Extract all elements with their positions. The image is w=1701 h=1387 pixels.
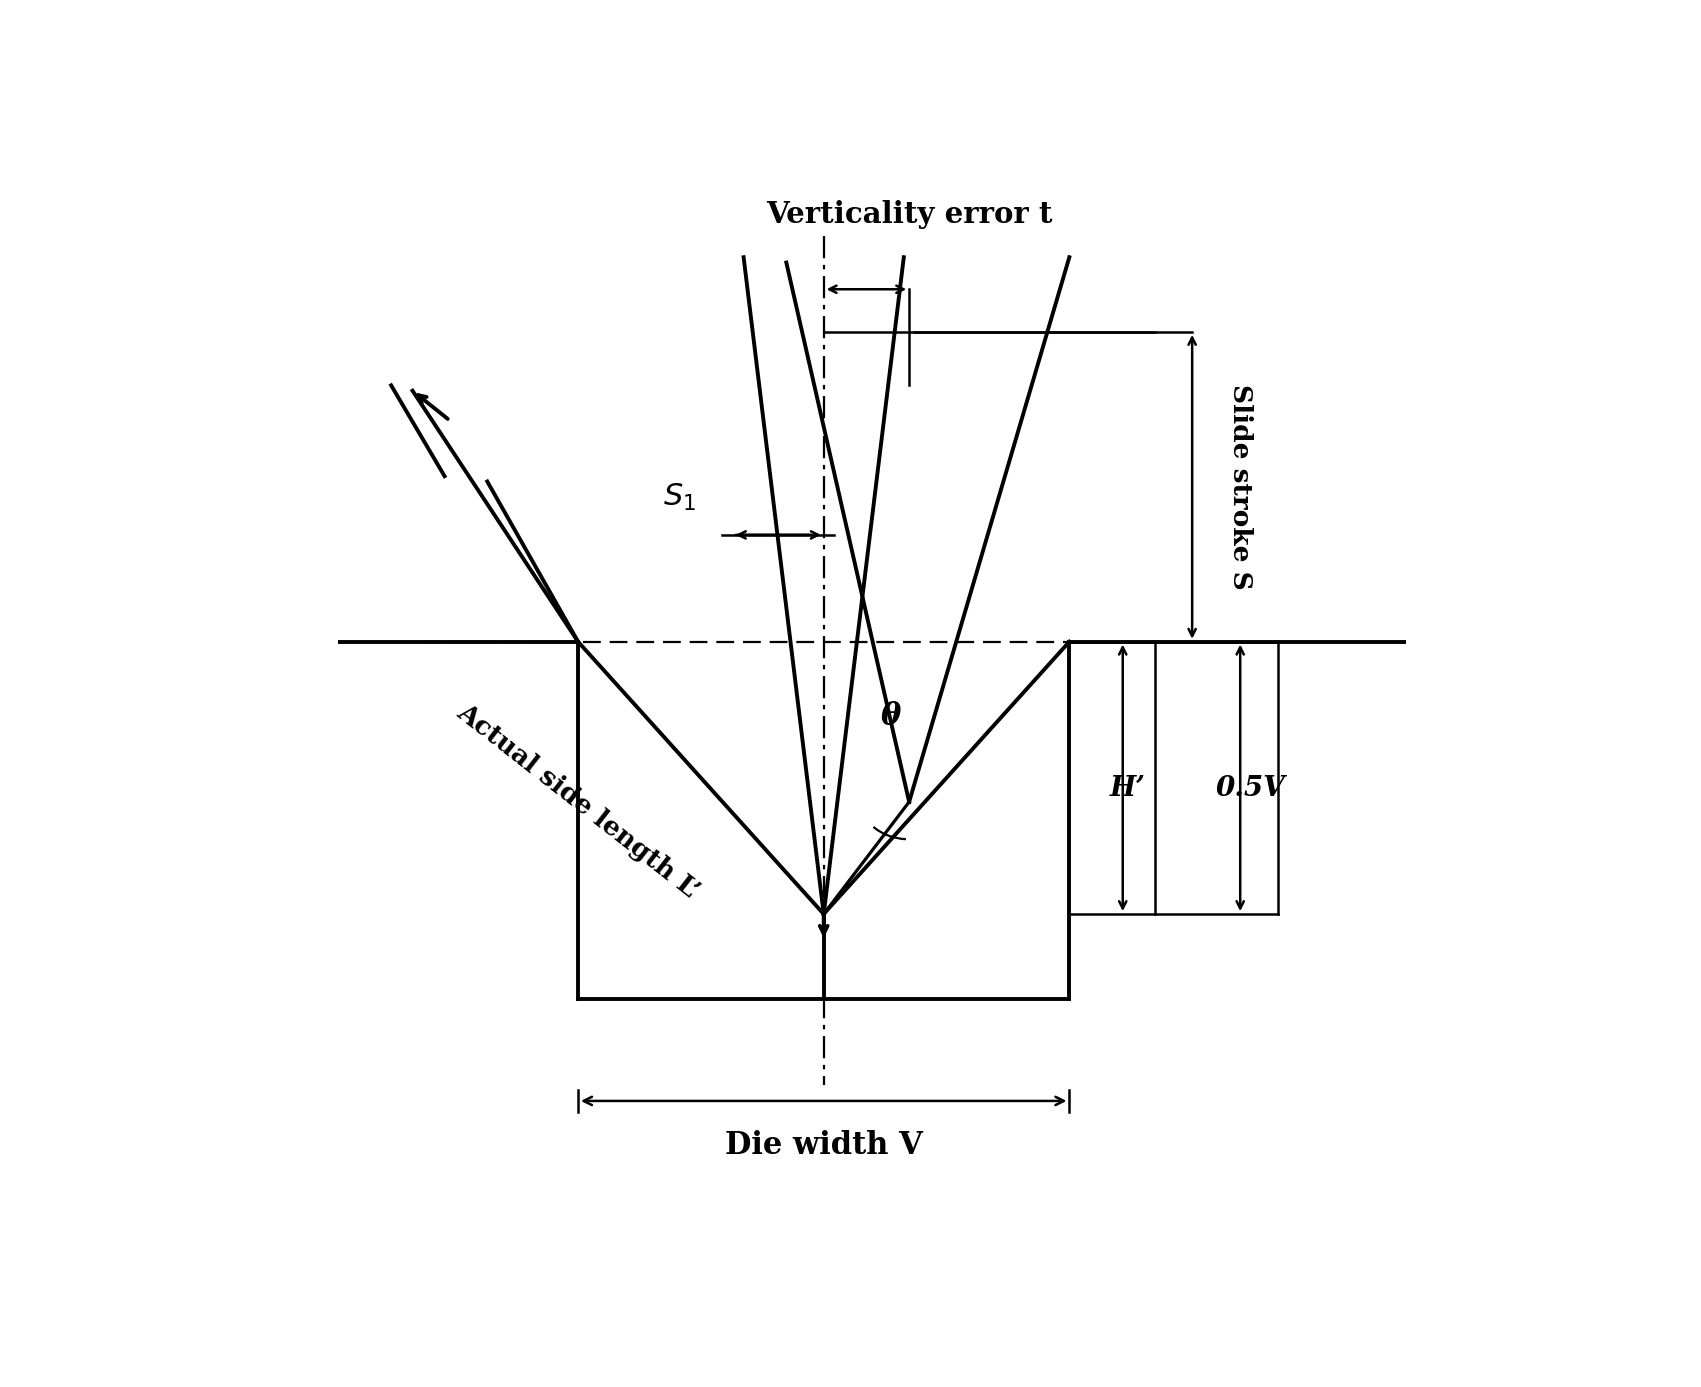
Text: Actual side length L’: Actual side length L’ [452,699,704,904]
Text: Verticality error t: Verticality error t [765,200,1053,229]
Text: $S_1$: $S_1$ [663,481,696,513]
Text: Die width V: Die width V [725,1130,922,1161]
Text: θ: θ [881,700,902,732]
Text: 0.5V: 0.5V [1216,775,1286,802]
Text: H’: H’ [1111,775,1146,802]
Text: Slide stroke S: Slide stroke S [1228,384,1252,589]
